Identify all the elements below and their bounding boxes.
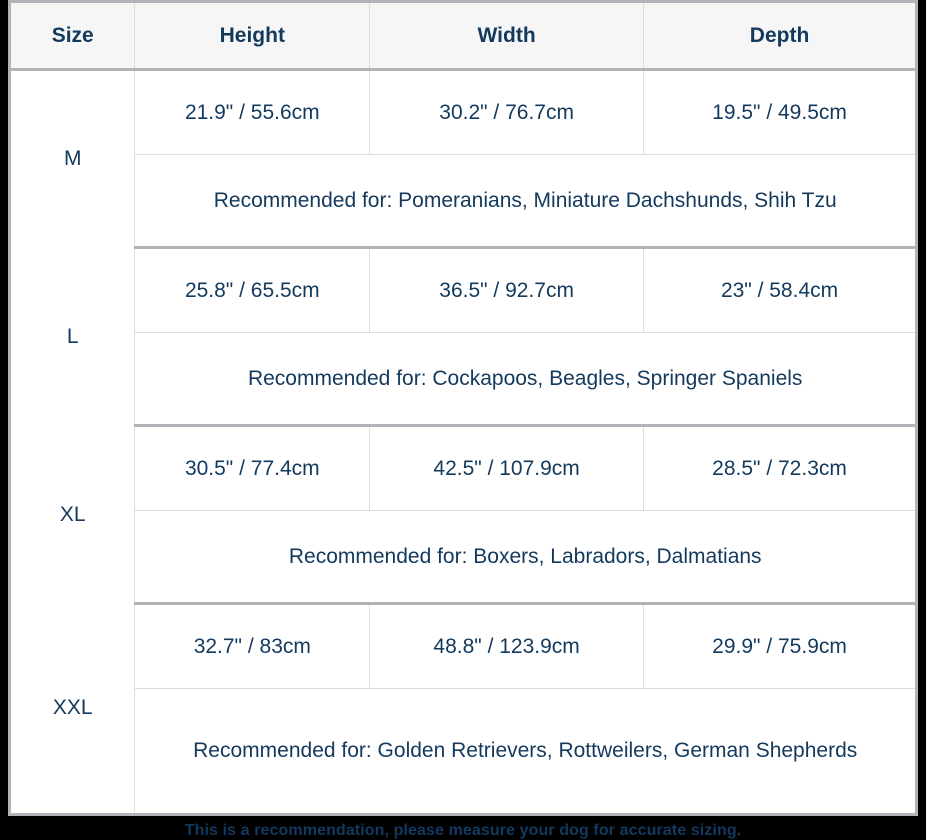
table-header: Size Height Width Depth	[9, 1, 917, 72]
sizing-disclaimer: This is a recommendation, please measure…	[184, 822, 742, 840]
width-value-xl: 42.5" / 107.9cm	[369, 425, 645, 512]
column-header-depth: Depth	[643, 1, 917, 72]
recommendation-row: Recommended for: Pomeranians, Miniature …	[10, 154, 917, 250]
width-value-xxl: 48.8" / 123.9cm	[369, 603, 645, 690]
depth-value-l: 23" / 58.4cm	[643, 247, 917, 334]
width-value-l: 36.5" / 92.7cm	[369, 247, 645, 334]
table-body: M 21.9" / 55.6cm 30.2" / 76.7cm 19.5" / …	[9, 69, 917, 815]
recommendation-row: Recommended for: Golden Retrievers, Rott…	[10, 688, 917, 815]
size-label-l: L	[9, 247, 136, 426]
width-value-m: 30.2" / 76.7cm	[369, 69, 645, 156]
height-value-m: 21.9" / 55.6cm	[134, 69, 371, 156]
height-value-l: 25.8" / 65.5cm	[134, 247, 371, 334]
header-row: Size Height Width Depth	[9, 1, 917, 72]
recommendation-text-xl: Recommended for: Boxers, Labradors, Dalm…	[134, 510, 917, 606]
recommendation-text-m: Recommended for: Pomeranians, Miniature …	[134, 154, 917, 250]
size-label-m: M	[9, 69, 136, 248]
depth-value-xxl: 29.9" / 75.9cm	[643, 603, 917, 690]
recommendation-row: Recommended for: Boxers, Labradors, Dalm…	[10, 510, 917, 606]
footer-note-bar: This is a recommendation, please measure…	[0, 816, 926, 840]
recommendation-text-xxl: Recommended for: Golden Retrievers, Rott…	[134, 688, 917, 815]
column-header-height: Height	[134, 1, 371, 72]
height-value-xl: 30.5" / 77.4cm	[134, 425, 371, 512]
depth-value-m: 19.5" / 49.5cm	[643, 69, 917, 156]
column-header-width: Width	[369, 1, 645, 72]
dog-crate-size-table: Size Height Width Depth M 21.9" / 55.6cm…	[8, 0, 918, 817]
table-row: M 21.9" / 55.6cm 30.2" / 76.7cm 19.5" / …	[9, 69, 917, 248]
recommendation-text-l: Recommended for: Cockapoos, Beagles, Spr…	[134, 332, 917, 428]
table-row: XXL 32.7" / 83cm 48.8" / 123.9cm 29.9" /…	[9, 603, 917, 815]
table-row: XL 30.5" / 77.4cm 42.5" / 107.9cm 28.5" …	[9, 425, 917, 604]
column-header-size: Size	[9, 1, 136, 72]
size-chart-page: Size Height Width Depth M 21.9" / 55.6cm…	[8, 0, 918, 840]
table-row: L 25.8" / 65.5cm 36.5" / 92.7cm 23" / 58…	[9, 247, 917, 426]
height-value-xxl: 32.7" / 83cm	[134, 603, 371, 690]
size-label-xxl: XXL	[9, 603, 136, 815]
recommendation-row: Recommended for: Cockapoos, Beagles, Spr…	[10, 332, 917, 428]
size-label-xl: XL	[9, 425, 136, 604]
depth-value-xl: 28.5" / 72.3cm	[643, 425, 917, 512]
